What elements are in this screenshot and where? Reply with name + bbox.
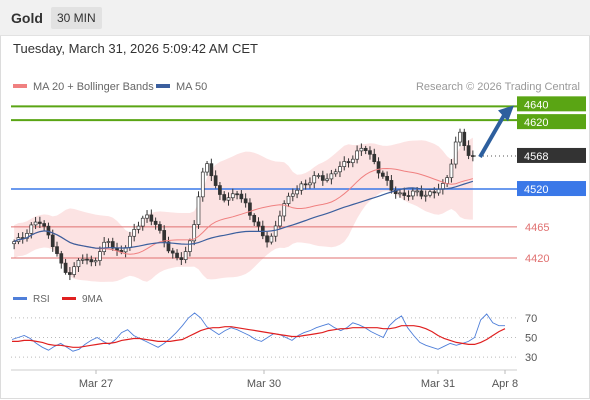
instrument-title: Gold (11, 10, 43, 26)
timestamp-label: Tuesday, March 31, 2026 5:09:42 AM CET (13, 41, 258, 56)
chart-frame (0, 36, 590, 399)
timeframe-button[interactable]: 30 MIN (51, 7, 102, 29)
chart-header: Gold 30 MIN (0, 0, 590, 36)
